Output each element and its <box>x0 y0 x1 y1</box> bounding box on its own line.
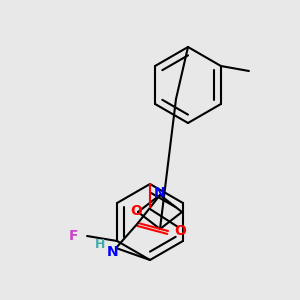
Text: O: O <box>174 224 186 238</box>
Text: F: F <box>68 229 78 243</box>
Text: N: N <box>107 245 119 259</box>
Text: H: H <box>95 238 105 250</box>
Text: N: N <box>154 186 166 200</box>
Text: O: O <box>130 204 142 218</box>
